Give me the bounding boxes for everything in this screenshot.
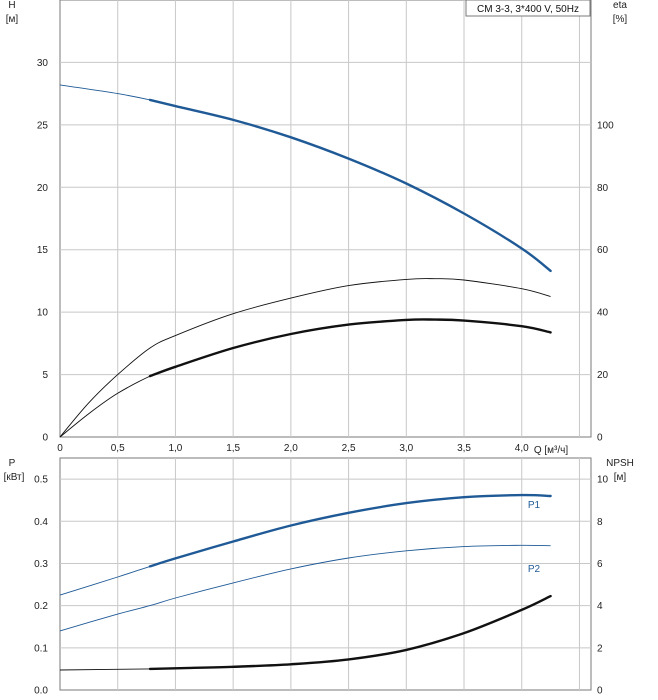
top-series <box>59 84 552 438</box>
top-series-2-line <box>59 278 551 438</box>
top-y-left-label-1: H <box>8 0 15 11</box>
top-y-left-tick-label: 25 <box>37 120 49 131</box>
top-x-tick-label: 0,5 <box>111 443 125 454</box>
top-y-left-tick-label: 30 <box>37 58 49 69</box>
top-plot-frame <box>59 0 592 438</box>
top-x-tick-label: 3,0 <box>399 443 413 454</box>
top-y-right-tick-label: 80 <box>597 183 609 194</box>
bottom-series-3-operating-range <box>148 594 552 671</box>
bottom-y-left-tick-label: 0.4 <box>34 517 48 528</box>
top-x-tick-label: 2,0 <box>284 443 298 454</box>
bottom-y-right-tick-label: 10 <box>597 475 609 486</box>
top-y-left-tick-label: 5 <box>42 370 48 381</box>
bottom-y-right-label-2: [м] <box>614 472 627 483</box>
bottom-series-p1-operating-range <box>148 493 552 568</box>
top-x-axis-label: Q [м³/ч] <box>534 445 569 456</box>
top-y-right-tick-label: 60 <box>597 245 609 256</box>
bottom-y-right-label-1: NPSH <box>606 458 634 469</box>
top-y-right-tick-label: 20 <box>597 370 609 381</box>
bottom-y-left-tick-labels: 0.0 0.1 0.2 0.3 0.4 0.5 <box>34 475 48 697</box>
bottom-y-left-tick-label: 0.0 <box>34 686 48 697</box>
legend-frame <box>465 0 591 17</box>
top-series-3-operating-range <box>148 318 552 378</box>
bottom-y-left-label-2: [кВт] <box>4 472 25 483</box>
bottom-y-left-tick-label: 0.1 <box>34 643 48 654</box>
bottom-y-left-tick-label: 0.5 <box>34 475 48 486</box>
top-y-right-tick-label: 40 <box>597 308 609 319</box>
top-y-right-tick-labels: 0 20 40 60 80 100 <box>597 120 614 443</box>
top-series-1-operating-range <box>148 98 552 273</box>
legend-box: CM 3-3, 3*400 V, 50Hz <box>465 0 591 17</box>
top-x-tick-label: 1,0 <box>168 443 182 454</box>
top-x-tick-label: 1,5 <box>226 443 240 454</box>
bottom-y-left-tick-label: 0.3 <box>34 559 48 570</box>
bottom-series-p2-line <box>59 544 551 632</box>
bottom-plot-frame <box>59 457 592 691</box>
top-x-tick-label: 3,5 <box>457 443 471 454</box>
bottom-y-right-tick-label: 2 <box>597 643 603 654</box>
top-grid <box>60 0 591 437</box>
bottom-y-right-tick-label: 8 <box>597 517 603 528</box>
bottom-y-right-tick-label: 0 <box>597 686 603 697</box>
bottom-y-right-tick-label: 6 <box>597 559 603 570</box>
top-x-tick-label: 0 <box>57 443 63 454</box>
top-panel: 0 0,5 1,0 1,5 2,0 2,5 3,0 3,5 4,0 0 5 10 15 20 25 30 0… <box>6 0 628 456</box>
top-y-left-tick-label: 15 <box>37 245 49 256</box>
top-y-right-label-1: eta <box>613 0 627 11</box>
bottom-series <box>59 493 552 671</box>
bottom-y-right-tick-labels: 0 2 4 6 8 10 <box>597 475 609 697</box>
top-x-tick-label: 2,5 <box>342 443 356 454</box>
top-y-right-tick-label: 100 <box>597 120 614 131</box>
legend-text: CM 3-3, 3*400 V, 50Hz <box>477 4 579 15</box>
top-y-left-tick-label: 0 <box>42 433 48 444</box>
series-label-p1: P1 <box>528 500 541 511</box>
top-y-left-tick-label: 20 <box>37 183 49 194</box>
top-y-left-tick-labels: 0 5 10 15 20 25 30 <box>37 58 49 444</box>
bottom-y-right-tick-label: 4 <box>597 601 603 612</box>
bottom-y-left-label-1: P <box>9 458 16 469</box>
bottom-y-left-tick-label: 0.2 <box>34 601 48 612</box>
top-x-tick-labels: 0 0,5 1,0 1,5 2,0 2,5 3,0 3,5 4,0 <box>57 443 529 454</box>
series-label-p2: P2 <box>528 564 541 575</box>
top-y-right-tick-label: 0 <box>597 433 603 444</box>
top-y-right-label-2: [%] <box>613 14 628 25</box>
top-x-tick-label: 4,0 <box>515 443 529 454</box>
top-y-left-tick-label: 10 <box>37 308 49 319</box>
top-y-left-label-2: [м] <box>6 14 19 25</box>
